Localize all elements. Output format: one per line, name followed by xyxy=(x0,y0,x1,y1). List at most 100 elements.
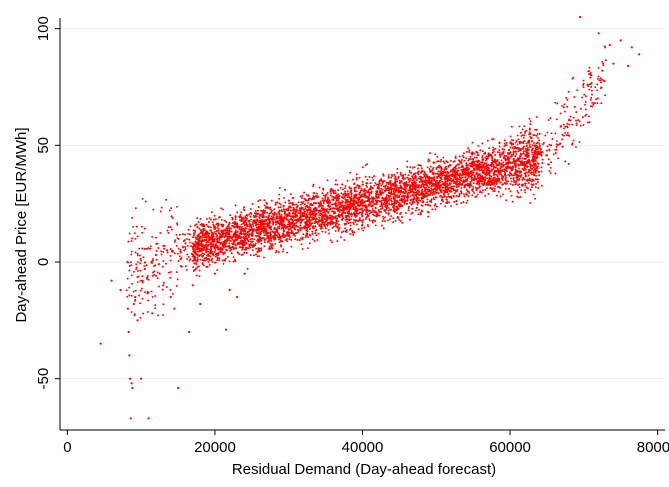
data-point xyxy=(175,234,178,236)
data-point xyxy=(210,211,213,214)
data-point xyxy=(470,170,472,173)
data-point xyxy=(531,151,534,154)
data-point xyxy=(475,160,478,163)
data-point xyxy=(337,229,340,232)
data-point xyxy=(324,194,327,197)
data-point xyxy=(299,214,302,217)
data-point xyxy=(387,219,390,222)
data-point xyxy=(532,166,535,169)
data-point xyxy=(387,194,390,197)
data-point xyxy=(201,255,204,258)
data-point xyxy=(228,260,231,263)
data-point xyxy=(379,189,382,192)
data-point xyxy=(189,241,191,244)
data-point xyxy=(216,269,219,271)
data-point xyxy=(477,180,480,183)
data-point xyxy=(596,83,599,86)
data-point xyxy=(448,196,451,199)
data-point xyxy=(202,229,205,232)
data-point xyxy=(235,247,238,250)
data-point xyxy=(423,174,426,177)
data-point xyxy=(252,254,255,257)
data-point xyxy=(221,232,224,235)
data-point xyxy=(526,165,529,168)
data-point xyxy=(489,170,492,173)
data-point xyxy=(135,225,138,228)
data-point xyxy=(273,238,276,241)
data-point xyxy=(389,186,392,189)
data-point xyxy=(311,217,314,220)
data-point xyxy=(540,166,543,169)
data-point xyxy=(202,240,204,242)
data-point xyxy=(287,229,290,231)
data-point xyxy=(156,271,159,274)
data-point xyxy=(387,183,390,186)
data-point xyxy=(396,180,399,183)
data-point xyxy=(335,202,338,205)
data-point xyxy=(365,195,368,198)
data-point xyxy=(519,175,522,178)
data-point xyxy=(287,234,290,237)
data-point xyxy=(211,250,214,253)
data-point xyxy=(528,140,531,143)
data-point xyxy=(442,189,445,192)
data-point xyxy=(249,225,252,228)
data-point xyxy=(265,206,268,208)
data-point xyxy=(484,176,487,179)
data-point xyxy=(283,225,286,228)
data-point xyxy=(508,187,511,190)
data-point xyxy=(417,197,420,200)
data-point xyxy=(334,212,337,215)
data-point xyxy=(381,196,384,199)
data-point xyxy=(544,134,547,137)
data-point xyxy=(358,198,361,201)
data-point xyxy=(529,179,532,182)
data-point xyxy=(207,244,210,247)
data-point xyxy=(216,226,219,229)
data-point xyxy=(336,222,338,225)
data-point xyxy=(498,173,501,176)
data-point xyxy=(534,128,536,131)
data-point xyxy=(452,189,455,191)
data-point xyxy=(483,168,486,170)
data-point xyxy=(230,237,233,240)
data-point xyxy=(500,173,503,176)
data-point xyxy=(154,307,157,310)
data-point xyxy=(160,206,163,209)
data-point xyxy=(175,284,178,287)
data-point xyxy=(552,153,555,156)
data-point xyxy=(282,236,285,239)
data-point xyxy=(523,161,526,163)
data-point xyxy=(232,243,235,246)
data-point xyxy=(414,185,417,188)
data-point xyxy=(394,177,397,180)
data-point xyxy=(191,284,194,287)
data-point xyxy=(491,159,494,162)
data-point xyxy=(288,212,291,215)
data-point xyxy=(355,178,358,181)
data-point xyxy=(509,171,511,174)
data-point xyxy=(393,189,396,192)
data-point xyxy=(505,176,507,179)
data-point xyxy=(601,69,604,72)
data-point xyxy=(424,186,427,189)
data-point xyxy=(200,232,202,234)
data-point xyxy=(535,134,538,137)
data-point xyxy=(254,224,257,227)
data-point xyxy=(342,194,345,196)
data-point xyxy=(301,236,304,239)
data-point xyxy=(536,132,539,135)
data-point xyxy=(466,177,469,180)
data-point xyxy=(590,96,593,99)
data-point xyxy=(248,229,251,231)
data-point xyxy=(179,251,182,254)
data-point xyxy=(213,230,216,233)
data-point xyxy=(173,307,176,310)
data-point xyxy=(429,204,431,207)
data-point xyxy=(335,217,338,220)
data-point xyxy=(334,190,337,192)
data-point xyxy=(453,176,456,179)
data-point xyxy=(155,249,158,252)
data-point xyxy=(540,151,542,154)
data-point xyxy=(311,238,314,241)
